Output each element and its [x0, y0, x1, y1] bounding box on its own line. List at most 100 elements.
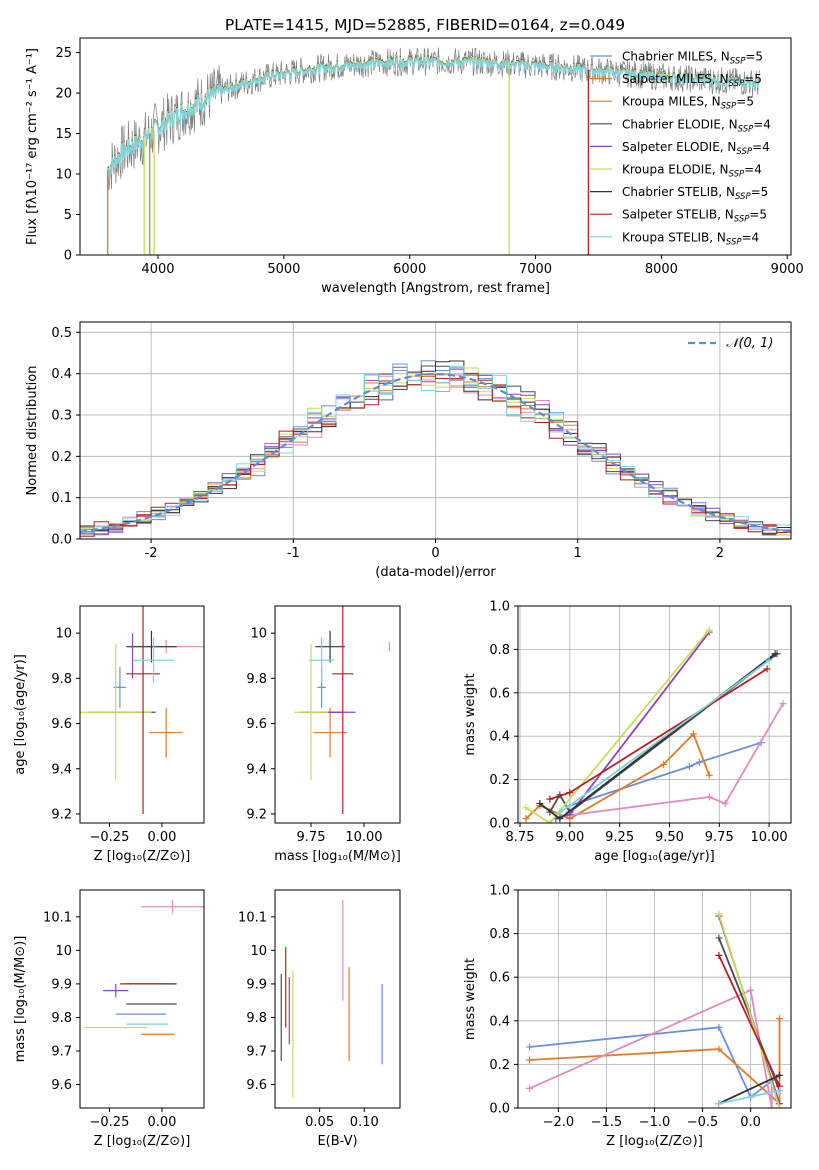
y-axis-label: age [log₁₀(age/yr)] — [13, 654, 28, 775]
y-tick-label: 15 — [55, 127, 72, 142]
axes-frame — [517, 889, 792, 1109]
y-axis-label: mass [log₁₀(M/M⊙)] — [13, 936, 28, 1063]
errorbar-sm — [313, 707, 348, 758]
weight-marker-sm — [775, 1015, 783, 1023]
x-tick-label: 0.00 — [147, 1115, 176, 1130]
x-tick-label: 0.05 — [305, 1115, 334, 1130]
x-axis-label: Z [log₁₀(Z/Z⊙)] — [606, 1134, 703, 1149]
errorbar-km — [140, 900, 204, 914]
y-tick-label: 9.8 — [246, 1011, 267, 1026]
weight-marker-sm — [522, 815, 530, 823]
weight-marker-sm — [659, 760, 667, 768]
panel-weight-vs-age: 8.75 9.00 9.25 9.50 9.75 10.00 0.0 0.2 0.4 0.6 0.8… — [463, 600, 792, 864]
weight-line-ss — [718, 955, 781, 1087]
weight-marker-cm — [685, 763, 693, 771]
x-axis-label: Z [log₁₀(Z/Z⊙)] — [94, 849, 191, 864]
weight-marker-km — [779, 700, 787, 708]
observed-spectrum — [107, 47, 760, 191]
legend-label: Salpeter STELIB, NSSP=5 — [622, 208, 767, 225]
weight-marker-ce — [715, 934, 723, 942]
histogram-ss — [80, 372, 791, 537]
y-tick-label: 9.8 — [51, 672, 72, 687]
legend-label: 𝒩(0, 1) — [726, 336, 773, 351]
x-tick-label: -2 — [145, 546, 158, 561]
weight-marker-ke — [705, 626, 713, 634]
weight-line-ke — [718, 913, 781, 1108]
weight-marker-ks — [765, 656, 773, 664]
weight-marker-ss — [566, 789, 574, 797]
legend-label: Salpeter MILES, NSSP=5 — [622, 72, 762, 89]
weight-marker-ke — [715, 910, 723, 918]
weight-marker-cm — [526, 1043, 534, 1051]
panel-residuals: -2 -1 0 1 2 0.0 0.1 0.2 0.3 0.4 0.5 (data-model)/er… — [25, 321, 792, 580]
y-tick-label: 25 — [55, 46, 72, 61]
y-tick-label: 0.3 — [51, 409, 72, 424]
axes-frame — [79, 321, 792, 540]
y-tick-label: 10.1 — [43, 910, 72, 925]
weight-marker-km — [747, 986, 755, 994]
x-tick-label: −1.5 — [591, 1115, 623, 1130]
x-tick-label: 0 — [431, 546, 439, 561]
legend-label: Kroupa MILES, NSSP=5 — [622, 95, 754, 112]
legend-label: Chabrier STELIB, NSSP=5 — [622, 185, 768, 202]
y-tick-label: 9.8 — [246, 672, 267, 687]
x-tick-label: -1 — [287, 546, 300, 561]
axes-frame — [79, 37, 792, 256]
y-tick-label: 9.2 — [51, 807, 72, 822]
y-tick-label: 5 — [64, 208, 72, 223]
x-tick-label: 8000 — [645, 262, 678, 277]
x-tick-label: 9.50 — [655, 830, 684, 845]
weight-marker-km — [768, 1104, 776, 1108]
axes-frame — [79, 889, 205, 1109]
errorbar-se — [103, 983, 129, 998]
y-tick-label: 10 — [250, 944, 267, 959]
x-tick-label: 8.75 — [506, 830, 535, 845]
y-tick-label: 9.6 — [246, 1078, 267, 1093]
weight-marker-km — [705, 793, 713, 801]
weight-marker-ss — [546, 795, 554, 803]
y-tick-label: 20 — [55, 87, 72, 102]
legend-label: Kroupa ELODIE, NSSP=4 — [622, 163, 762, 180]
model-spectrum-ks — [107, 55, 761, 177]
figure-title: PLATE=1415, MJD=52885, FIBERID=0164, z=0… — [225, 16, 625, 34]
weight-line-cs — [718, 1074, 780, 1105]
errorbar-ss — [332, 606, 354, 814]
normal-curve — [80, 372, 791, 533]
weight-marker-sm — [715, 1045, 723, 1053]
weight-line-sm — [529, 1018, 781, 1106]
y-tick-label: 0.4 — [489, 730, 510, 745]
y-tick-label: 9.6 — [51, 717, 72, 732]
y-tick-label: 9.7 — [51, 1044, 72, 1059]
histogram-cs — [80, 360, 791, 534]
errorbar-plot — [80, 606, 204, 814]
y-tick-label: 9.2 — [246, 807, 267, 822]
panel-mass-vs-z: −0.25 0.00 9.6 9.7 9.8 9.9 10 10.1 Z [log₁₀(Z/Z⊙… — [13, 889, 205, 1149]
weight-marker-ss — [763, 665, 771, 673]
errorbar-sm — [149, 707, 183, 758]
x-tick-label: 9.75 — [705, 830, 734, 845]
y-axis-label: mass weight — [463, 958, 478, 1040]
y-tick-label: 0.0 — [489, 1102, 510, 1117]
y-tick-label: 9.4 — [51, 762, 72, 777]
weight-marker-sm — [705, 771, 713, 779]
x-tick-label: 10.00 — [345, 830, 382, 845]
y-tick-label: 0.8 — [489, 927, 510, 942]
weight-plot — [522, 626, 787, 823]
x-tick-label: 1 — [574, 546, 582, 561]
panel-age-vs-mass: 9.75 10.00 9.2 9.4 9.6 9.8 10 mass [log₁₀(M/M⊙)… — [246, 605, 401, 864]
errorbar-plot — [84, 900, 204, 1035]
weight-marker-ks — [715, 1100, 723, 1108]
histogram-plot — [80, 360, 791, 537]
errorbar-plot — [280, 900, 383, 1098]
y-tick-label: 0 — [64, 249, 72, 264]
y-tick-label: 10.1 — [238, 910, 267, 925]
x-tick-label: −1.0 — [639, 1115, 671, 1130]
weight-line-sm — [525, 732, 711, 820]
x-axis-label: age [log₁₀(age/yr)] — [594, 849, 715, 864]
x-tick-label: 9.75 — [297, 830, 326, 845]
weight-marker-cs — [775, 1071, 783, 1079]
axes-frame — [274, 605, 401, 824]
weight-line-se — [555, 631, 711, 820]
weight-marker-cm — [715, 1023, 723, 1031]
